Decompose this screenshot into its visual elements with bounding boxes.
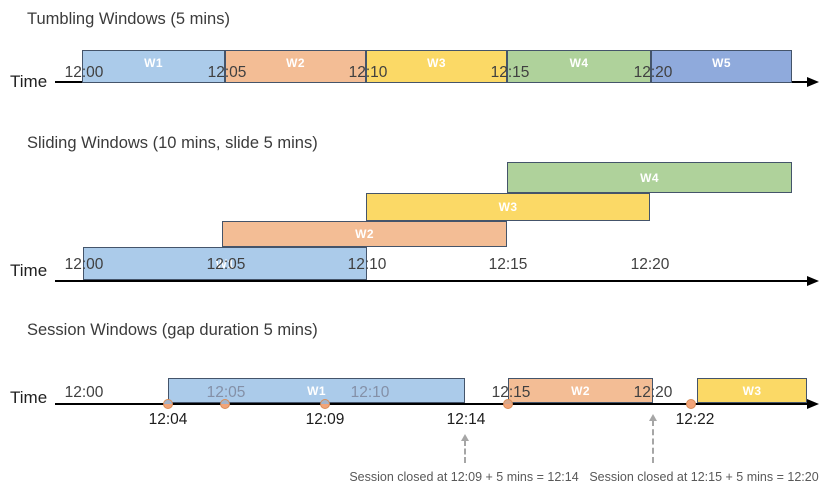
window-bar: W2 — [508, 378, 653, 403]
event-dot — [163, 399, 173, 409]
event-dot — [503, 399, 513, 409]
window-bar: W4 — [507, 50, 651, 83]
timeline — [55, 280, 808, 282]
tick-label: 12:05 — [206, 256, 246, 273]
window-bar-label: W5 — [712, 56, 731, 70]
time-axis-label: Time — [10, 261, 48, 280]
tick-label: 12:00 — [64, 384, 104, 401]
window-bar-label: W2 — [286, 56, 305, 70]
tick-label: 12:00 — [64, 256, 104, 273]
window-bar: W3 — [366, 193, 650, 221]
tick-label: 12:05 — [206, 384, 246, 401]
window-bar: W3 — [697, 378, 807, 403]
timeline-arrow-icon — [807, 77, 819, 87]
dashed-arrow-head-icon — [649, 414, 657, 421]
section-title: Session Windows (gap duration 5 mins) — [27, 321, 318, 339]
window-bar-label: W2 — [355, 227, 374, 241]
annotation-text: Session closed at 12:15 + 5 mins = 12:20 — [589, 470, 819, 484]
window-bar-label: W4 — [640, 170, 659, 185]
section-title: Tumbling Windows (5 mins) — [27, 10, 230, 28]
dashed-arrow — [652, 420, 654, 463]
window-bar: W2 — [225, 50, 366, 83]
window-bar: W4 — [507, 162, 792, 193]
dashed-arrow — [464, 440, 466, 463]
window-bar-label: W1 — [144, 56, 163, 70]
event-time-label: 12:22 — [675, 411, 715, 428]
tick-label: 12:20 — [633, 384, 673, 401]
tick-label: 12:15 — [490, 64, 530, 81]
tick-label: 12:20 — [630, 256, 670, 273]
event-dot — [320, 399, 330, 409]
dashed-arrow-head-icon — [461, 434, 469, 441]
event-time-label: 12:09 — [305, 411, 345, 428]
tick-label: 12:10 — [350, 384, 390, 401]
window-bar-label: W3 — [427, 56, 446, 70]
tick-label: 12:15 — [488, 256, 528, 273]
timeline — [55, 403, 808, 405]
window-bar-label: W3 — [742, 383, 762, 398]
annotation-text: Session closed at 12:09 + 5 mins = 12:14 — [349, 470, 579, 484]
timeline-arrow-icon — [807, 276, 819, 286]
event-dot — [220, 399, 230, 409]
window-bar-label: W4 — [569, 56, 589, 70]
window-bar: W5 — [651, 50, 792, 83]
tick-label: 12:20 — [633, 64, 673, 81]
event-time-label: 12:14 — [446, 411, 486, 428]
window-bar: W1 — [83, 247, 367, 280]
tick-label: 12:00 — [64, 64, 104, 81]
window-bar-label: W1 — [307, 383, 326, 398]
event-time-label: 12:04 — [148, 411, 188, 428]
section-title: Sliding Windows (10 mins, slide 5 mins) — [27, 134, 318, 152]
window-bar-label: W2 — [571, 383, 590, 398]
time-axis-label: Time — [10, 388, 48, 407]
window-bar-label: W3 — [498, 200, 518, 214]
tick-label: 12:10 — [348, 64, 388, 81]
window-bar: W2 — [222, 221, 507, 247]
window-bar: W1 — [168, 378, 465, 403]
window-bar: W3 — [366, 50, 507, 83]
window-bar-label: W1 — [215, 256, 235, 271]
event-dot — [686, 399, 696, 409]
tick-label: 12:05 — [207, 64, 247, 81]
window-bar: W1 — [82, 50, 225, 83]
timeline-arrow-icon — [807, 399, 819, 409]
tick-label: 12:15 — [491, 384, 531, 401]
tick-label: 12:10 — [347, 256, 387, 273]
time-axis-label: Time — [10, 72, 48, 91]
